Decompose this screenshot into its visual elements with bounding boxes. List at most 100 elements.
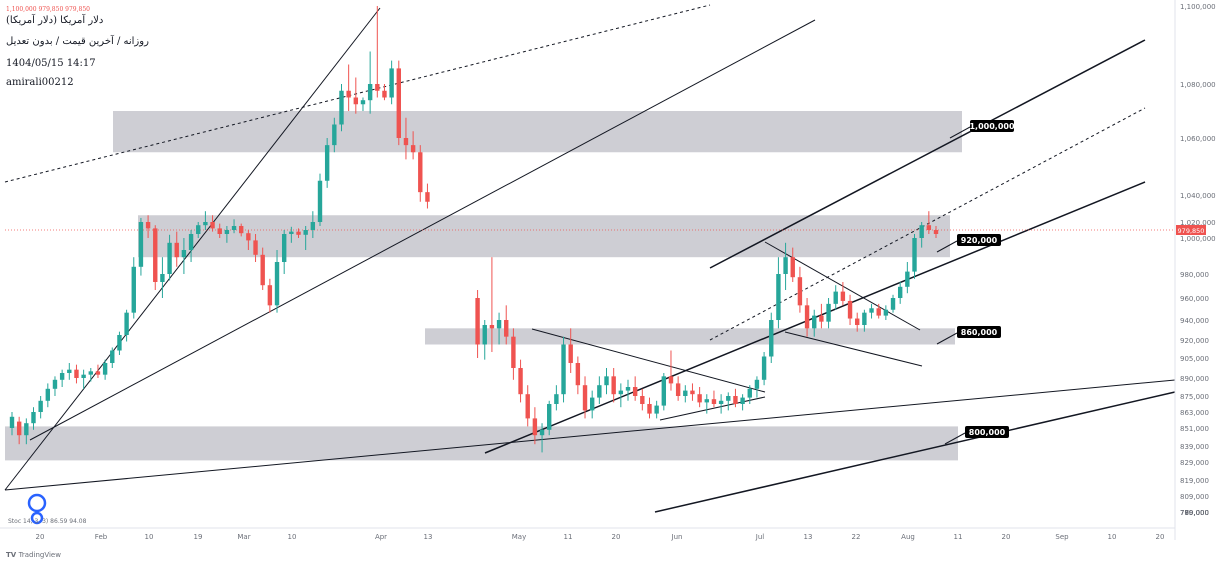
candle	[718, 394, 724, 414]
candle-body	[45, 388, 51, 401]
candle	[561, 336, 566, 403]
candle-body	[217, 228, 222, 234]
candle	[353, 77, 359, 114]
candle-body	[647, 404, 652, 414]
candle-body	[561, 344, 566, 395]
candle	[74, 364, 79, 384]
x-tick: Mar	[237, 533, 250, 541]
x-tick: Feb	[95, 533, 108, 541]
candle-body	[317, 180, 323, 222]
candle-body	[883, 309, 889, 316]
candle	[769, 312, 774, 363]
candle-body	[346, 90, 351, 98]
candle-body	[210, 222, 215, 229]
candle	[203, 211, 208, 230]
y-tick: 809,000	[1180, 493, 1209, 501]
hint-marker-icon[interactable]	[27, 493, 47, 525]
candle	[239, 223, 244, 237]
candle-body	[862, 312, 867, 325]
y-tick: 851,000	[1180, 425, 1209, 433]
candle-body	[110, 350, 115, 363]
candle	[597, 376, 602, 404]
candle-body	[88, 371, 93, 375]
y-tick: 839,000	[1180, 443, 1209, 451]
candle-body	[804, 305, 810, 329]
candle-body	[597, 385, 602, 398]
x-tick: 19	[194, 533, 203, 541]
candle-body	[547, 404, 552, 430]
candle	[117, 331, 122, 355]
trendline-9[interactable]	[659, 396, 766, 421]
candle	[912, 234, 917, 279]
candle-body	[382, 90, 387, 98]
candle-body	[876, 308, 881, 316]
candle-body	[726, 396, 731, 401]
candle	[790, 247, 795, 282]
candle	[367, 51, 373, 114]
price-label-box[interactable]	[970, 120, 1014, 132]
candle-body	[339, 90, 344, 125]
y-tick: 1,080,000	[1180, 81, 1216, 89]
candle-body	[196, 225, 201, 234]
candle-body	[145, 222, 151, 229]
candle-body	[668, 376, 674, 384]
candle-body	[711, 399, 717, 404]
trendline-7[interactable]	[654, 391, 1176, 513]
candle-body	[188, 234, 194, 250]
candle	[102, 359, 108, 380]
candle-body	[403, 138, 409, 146]
candle-body	[632, 387, 638, 396]
candle-body	[855, 318, 860, 325]
candle-body	[174, 242, 179, 258]
candle-body	[604, 376, 609, 386]
candle-body	[747, 388, 752, 398]
x-tick: May	[512, 533, 526, 541]
candle-body	[826, 303, 831, 322]
candle-body	[575, 363, 581, 386]
x-tick: 22	[852, 533, 861, 541]
trendline-2[interactable]	[4, 4, 711, 183]
candle	[611, 368, 616, 403]
candle-body	[246, 233, 251, 241]
candle	[281, 230, 287, 274]
trendline-3[interactable]	[4, 379, 1176, 491]
candle	[761, 352, 767, 386]
candle-body	[761, 356, 767, 380]
candle	[246, 230, 251, 250]
candle	[346, 64, 351, 111]
candle-body	[840, 291, 846, 301]
y-tick: 920,000	[1180, 337, 1209, 345]
y-tick: 1,060,000	[1180, 135, 1216, 143]
candle	[267, 278, 273, 313]
tradingview-logo-icon: 𝗧𝗩	[6, 551, 19, 559]
chart-datetime: 1404/05/15 14:17	[6, 58, 96, 69]
candle	[733, 388, 738, 408]
zone-2	[425, 328, 955, 345]
candle	[174, 231, 179, 267]
candle-body	[303, 230, 308, 235]
price-label-box[interactable]	[965, 426, 1009, 438]
candle-body	[654, 405, 659, 414]
trendline-11[interactable]	[784, 331, 923, 367]
candle	[24, 418, 29, 445]
candle-body	[95, 371, 101, 375]
candle	[869, 303, 874, 319]
candle-body	[812, 315, 817, 329]
candle	[840, 282, 846, 306]
candle	[575, 356, 581, 395]
candle	[726, 392, 731, 411]
candle-body	[117, 335, 122, 351]
candle	[933, 226, 939, 238]
x-tick: Sep	[1055, 533, 1069, 541]
candle	[518, 359, 523, 403]
candle	[260, 247, 265, 290]
candle	[883, 305, 889, 320]
price-label-box[interactable]	[957, 326, 1001, 338]
y-tick: 1,040,000	[1180, 192, 1216, 200]
candle-body	[697, 394, 702, 403]
candle	[797, 266, 803, 313]
trendline-6[interactable]	[709, 107, 1146, 341]
price-label-box[interactable]	[957, 234, 1001, 246]
x-tick: 10	[1108, 533, 1117, 541]
